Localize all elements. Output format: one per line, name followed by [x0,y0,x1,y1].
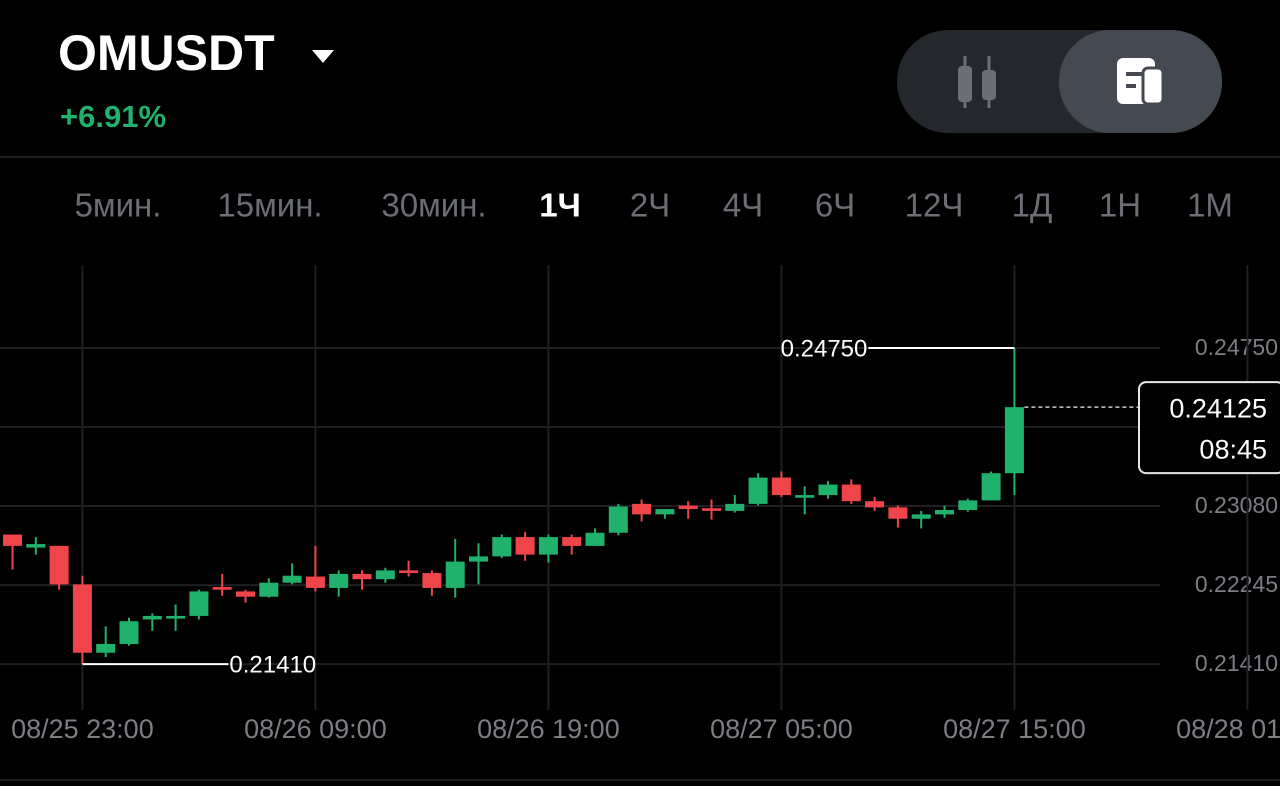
candle-body [492,537,512,557]
candle-body [771,477,791,496]
candle-body [678,505,698,510]
timeframe-option[interactable]: 4Ч [723,187,763,224]
candle-body [72,584,92,653]
candle-body [748,477,768,504]
x-tick-label: 08/27 05:00 [710,714,853,744]
candle-body [49,545,69,585]
candle-body [142,615,162,620]
timeframe-option[interactable]: 1Д [1012,187,1053,224]
x-tick-label: 08/26 19:00 [477,714,620,744]
candle-body [935,510,954,515]
candle-body [632,503,652,515]
candle-body [259,582,279,597]
extreme-label: 0.24750 [781,335,868,362]
candle-body [515,537,535,555]
candle-body [3,534,22,546]
extreme-label: 0.21410 [229,651,316,678]
candle-body [538,537,558,555]
candle-body [725,503,745,511]
candle-body [305,576,325,588]
y-tick-label: 0.23080 [1195,492,1278,518]
candle-body [981,473,1001,501]
candle-body [422,573,442,588]
candle-body [795,495,815,498]
x-tick-label: 08/25 23:00 [11,714,154,744]
countdown: 08:45 [1199,434,1267,464]
y-tick-label: 0.21410 [1195,650,1278,676]
candle-body [352,573,372,580]
candle-body [888,507,908,519]
candle-body [865,501,885,508]
candle-body [469,556,488,562]
candle-body [445,561,465,588]
candle-body [1004,407,1024,474]
candle-body [329,573,349,588]
candle-body [655,509,675,515]
candle-body [841,484,861,502]
candle-body [212,587,232,590]
timeframe-option[interactable]: 2Ч [630,187,670,224]
candle-body [562,537,582,546]
candle-body [375,570,395,580]
candle-body [702,508,721,511]
timeframe-option[interactable]: 5мин. [75,187,162,224]
price-change: +6.91% [60,99,166,134]
candle-view-button[interactable] [958,56,996,108]
symbol-dropdown[interactable] [312,50,334,63]
x-tick-label: 08/28 01:00 [1176,714,1280,744]
candle-body [282,575,302,583]
timeframe-option[interactable]: 12Ч [905,187,964,224]
last-price: 0.24125 [1169,393,1267,423]
timeframe-option[interactable]: 1М [1187,187,1233,224]
candle-body [958,500,978,511]
x-tick-label: 08/26 09:00 [244,714,387,744]
symbol[interactable]: OMUSDT [58,25,275,81]
timeframe-bar: 5мин. 15мин. 30мин. 1Ч 2Ч 4Ч 6Ч 12Ч 1Д 1Н 1М [75,187,1233,224]
candle-body [911,514,931,519]
timeframe-option[interactable]: 1Ч [539,187,581,224]
x-tick-label: 08/27 15:00 [943,714,1086,744]
timeframe-option[interactable]: 15мин. [217,187,322,224]
candle-body [189,591,209,616]
chart: 0.214100.222450.230800.239150.2475008/25… [0,265,1280,744]
candle-body [236,591,255,597]
candle-body [818,484,838,496]
timeframe-option[interactable]: 30мин. [381,187,486,224]
y-tick-label: 0.24750 [1195,334,1278,360]
info-view-icon [1117,58,1165,106]
candle-body [96,643,116,653]
y-tick-label: 0.22245 [1195,571,1278,597]
candle-body [166,615,186,619]
candle-body [399,570,419,574]
candle-body [608,506,628,533]
timeframe-option[interactable]: 6Ч [815,187,855,224]
candle-body [585,532,605,546]
candle-body [26,544,46,548]
last-price-box [1138,381,1280,475]
timeframe-option[interactable]: 1Н [1099,187,1141,224]
candle-body [119,621,139,644]
